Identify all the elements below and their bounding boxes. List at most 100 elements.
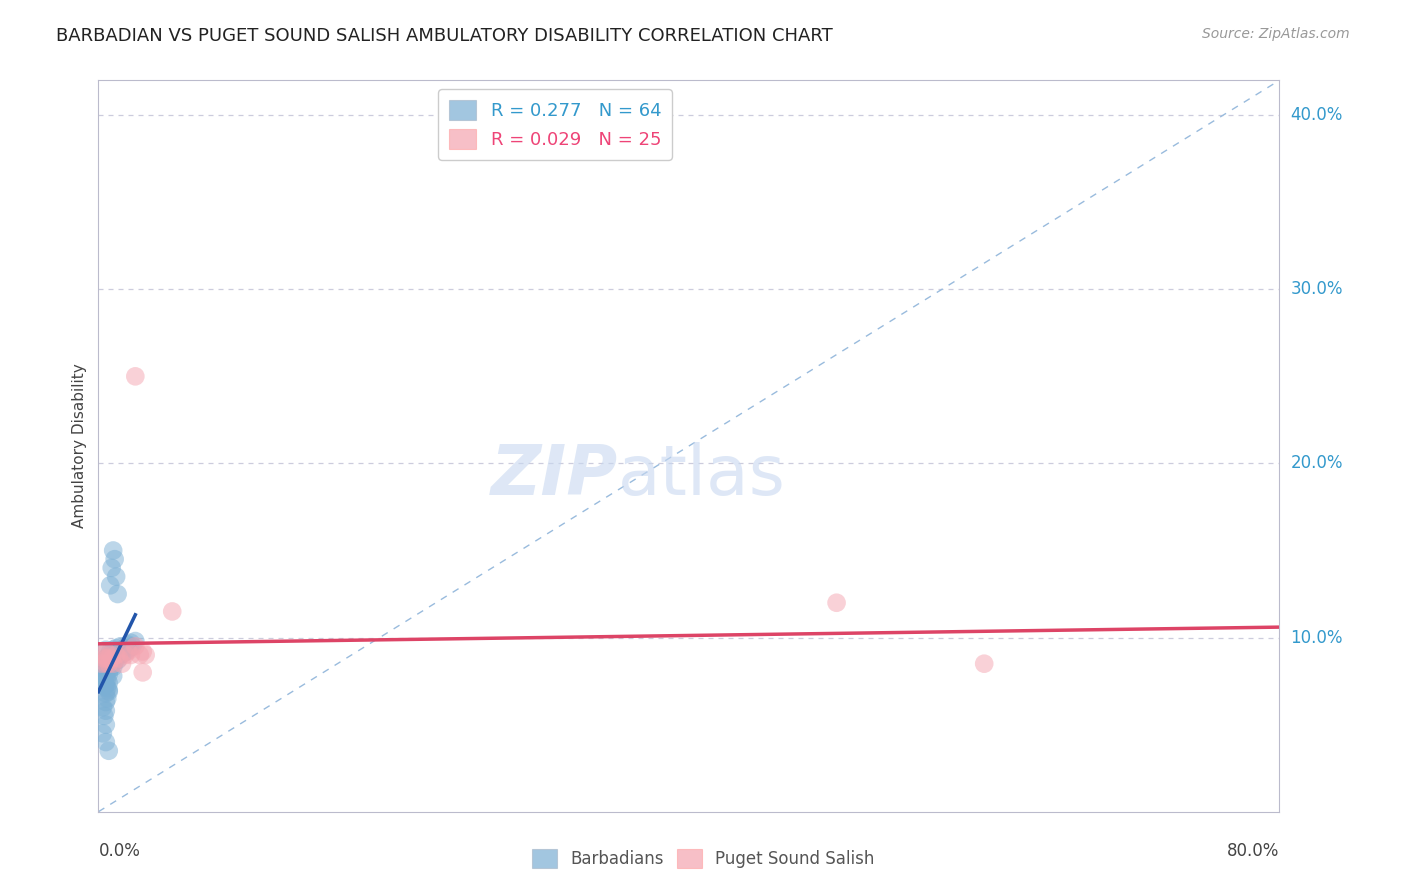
Point [98, 662, 121, 676]
Y-axis label: Ambulatory Disability: Ambulatory Disability [72, 364, 87, 528]
Point [98, 653, 121, 667]
Point [97, 676, 120, 690]
Point [111, 642, 134, 657]
Point [91, 726, 114, 740]
Point [94, 642, 117, 657]
Point [94, 660, 117, 674]
Point [94, 677, 117, 691]
Point [97, 667, 120, 681]
Text: Source: ZipAtlas.com: Source: ZipAtlas.com [1202, 27, 1350, 41]
Point [97, 682, 120, 697]
Point [97, 744, 120, 758]
Point [96, 673, 118, 687]
Text: 80.0%: 80.0% [1227, 842, 1279, 860]
Text: ZIP: ZIP [491, 442, 619, 508]
Point [96, 651, 118, 665]
Point [825, 596, 848, 610]
Point [103, 669, 125, 683]
Point [107, 644, 129, 658]
Point [117, 644, 139, 658]
Point [97, 658, 120, 673]
Legend: R = 0.277   N = 64, R = 0.029   N = 25: R = 0.277 N = 64, R = 0.029 N = 25 [439, 89, 672, 160]
Point [117, 638, 139, 652]
Point [110, 640, 132, 654]
Point [104, 552, 127, 566]
Point [124, 369, 146, 384]
Text: 30.0%: 30.0% [1291, 280, 1343, 298]
Point [103, 657, 125, 671]
Point [105, 649, 128, 664]
Point [120, 648, 142, 662]
Point [114, 648, 136, 662]
Point [94, 695, 117, 709]
Point [111, 657, 134, 671]
Point [93, 657, 115, 671]
Point [100, 561, 122, 575]
Point [108, 651, 131, 665]
Point [93, 665, 115, 680]
Point [98, 648, 121, 662]
Point [124, 634, 146, 648]
Point [94, 644, 117, 658]
Point [105, 640, 128, 655]
Point [118, 640, 141, 655]
Point [100, 651, 122, 665]
Text: 40.0%: 40.0% [1291, 106, 1343, 124]
Point [96, 681, 118, 695]
Point [94, 735, 117, 749]
Point [110, 648, 132, 662]
Legend: Barbadians, Puget Sound Salish: Barbadians, Puget Sound Salish [524, 843, 882, 875]
Point [90, 674, 112, 689]
Point [128, 648, 150, 662]
Point [973, 657, 995, 671]
Point [162, 604, 183, 618]
Point [103, 651, 125, 665]
Point [93, 651, 115, 665]
Point [97, 649, 120, 664]
Point [103, 642, 125, 657]
Point [94, 704, 117, 718]
Point [104, 646, 127, 660]
Point [135, 648, 157, 662]
Point [132, 644, 155, 658]
Point [94, 669, 117, 683]
Point [93, 709, 115, 723]
Point [100, 657, 122, 671]
Point [97, 657, 120, 671]
Point [124, 640, 146, 654]
Point [94, 686, 117, 700]
Point [98, 578, 121, 592]
Point [91, 648, 114, 662]
Text: 20.0%: 20.0% [1291, 454, 1343, 473]
Point [90, 657, 112, 671]
Text: 10.0%: 10.0% [1291, 629, 1343, 647]
Point [98, 644, 121, 658]
Point [91, 700, 114, 714]
Point [104, 655, 127, 669]
Point [107, 587, 129, 601]
Point [96, 691, 118, 706]
Point [93, 679, 115, 693]
Point [97, 684, 120, 698]
Point [115, 644, 138, 658]
Point [105, 569, 128, 583]
Point [94, 651, 117, 665]
Point [100, 648, 122, 662]
Point [103, 660, 125, 674]
Point [96, 664, 118, 678]
Point [96, 655, 118, 669]
Point [105, 648, 128, 662]
Point [120, 636, 142, 650]
Text: 0.0%: 0.0% [98, 842, 141, 860]
Point [91, 669, 114, 683]
Point [114, 640, 136, 655]
Point [94, 657, 117, 671]
Point [94, 717, 117, 731]
Text: atlas: atlas [619, 442, 786, 508]
Point [108, 648, 131, 662]
Point [91, 662, 114, 676]
Point [103, 543, 125, 558]
Point [112, 646, 135, 660]
Point [121, 640, 143, 654]
Text: BARBADIAN VS PUGET SOUND SALISH AMBULATORY DISABILITY CORRELATION CHART: BARBADIAN VS PUGET SOUND SALISH AMBULATO… [56, 27, 832, 45]
